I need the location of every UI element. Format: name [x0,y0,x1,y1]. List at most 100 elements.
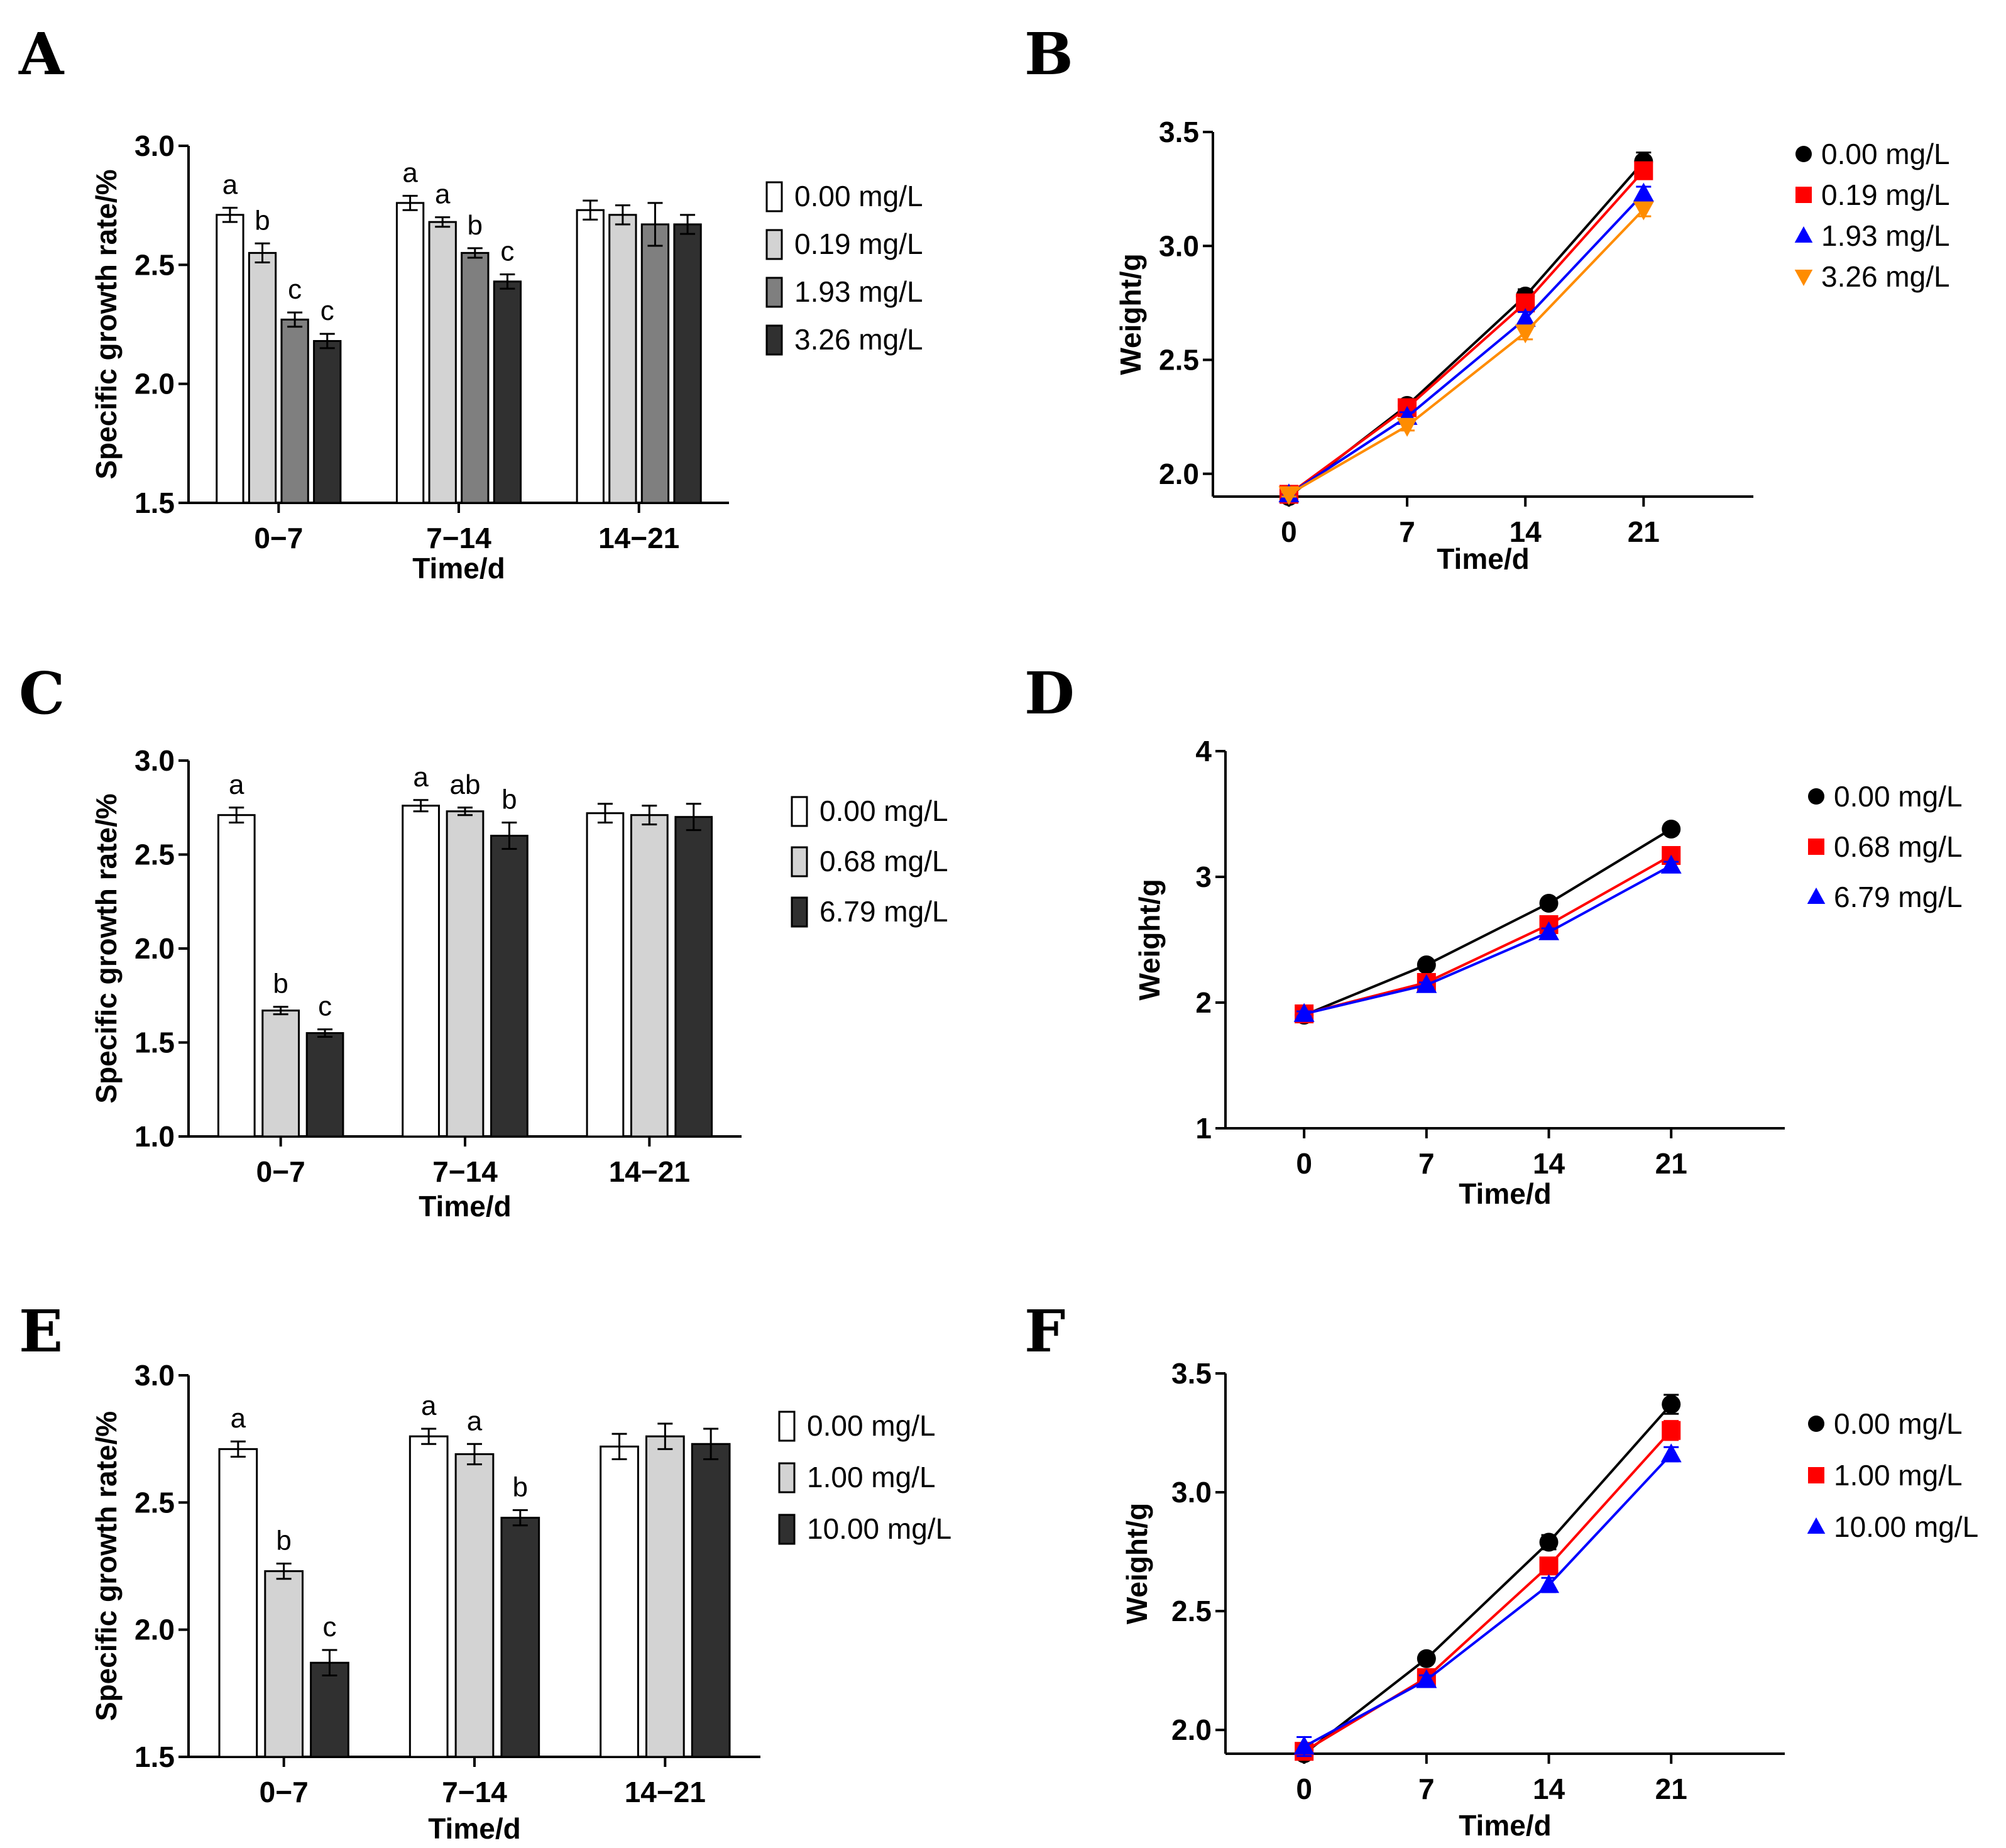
x-tick-label: 14−21 [625,1776,706,1808]
bar [586,812,625,1138]
bar [402,805,440,1138]
bar [408,1435,449,1758]
y-tick-label: 1.5 [134,1026,175,1059]
bar [493,280,522,504]
legend-label: 0.00 mg/L [807,1409,936,1442]
y-tick-label: 2 [1195,986,1212,1019]
legend-label: 3.26 mg/L [1821,260,1950,293]
significance-letter: b [273,969,288,999]
y-tick-label: 3.5 [1171,1357,1212,1390]
y-tick-label: 3.0 [1171,1476,1212,1509]
y-axis-title: Weight/g [1121,1503,1153,1624]
data-point [1538,921,1560,940]
x-tick-label: 7 [1418,1773,1435,1805]
x-tick-label: 7−14 [432,1155,498,1188]
x-axis-title: Time/d [412,552,505,585]
legend-marker [1808,839,1824,855]
bar [600,1445,639,1758]
data-point [1278,486,1300,505]
legend-label: 0.00 mg/L [1821,138,1950,170]
x-axis-title: Time/d [428,1812,520,1845]
bar [674,816,713,1138]
legend-label: 6.79 mg/L [1834,881,1963,913]
x-tick-label: 21 [1628,515,1660,548]
data-point [1662,1421,1681,1440]
data-point [1515,308,1536,327]
y-axis-title: Weight/g [1133,879,1166,1000]
bar [395,202,425,504]
y-tick-label: 4 [1195,735,1212,767]
legend-swatch [791,846,808,877]
panel-letter: E [19,1297,63,1365]
y-axis-title: Specific growth rate/% [90,169,123,479]
legend-marker [1808,1467,1824,1483]
x-axis-title: Time/d [1459,1177,1551,1210]
panel-c: C 1.0 1.5 2.0 2.5 3.0 Specific growth rate/% Ti… [19,659,948,1223]
legend-label: 1.00 mg/L [807,1461,936,1493]
bar [264,1570,304,1758]
bar [280,318,309,504]
data-point [1416,1669,1437,1688]
data-point [1417,1649,1436,1668]
data-point [1538,1574,1560,1593]
bar [218,1448,258,1758]
x-tick-label: 0−7 [256,1155,305,1188]
y-axis-title: Specific growth rate/% [90,1411,123,1721]
legend-marker [1807,1517,1826,1534]
bar [313,340,342,504]
legend-label: 0.00 mg/L [1834,1407,1963,1440]
series-line [1303,1429,1672,1752]
series-line [1288,208,1645,496]
x-tick-label: 21 [1655,1147,1687,1180]
y-tick-label: 2.5 [1159,344,1199,377]
y-axis-title: Weight/g [1114,253,1147,375]
legend-marker [1794,226,1813,243]
data-point [1633,201,1654,221]
significance-letter: b [502,784,517,815]
legend-label: 0.00 mg/L [794,180,923,212]
y-tick-label: 3.0 [134,129,175,162]
x-tick-label: 0−7 [254,522,303,554]
x-axis-title: Time/d [419,1190,511,1223]
series-line [1303,864,1672,1015]
legend-swatch [765,181,783,212]
panel-a: A 1.5 2.0 2.5 3.0 Specific growth rate/% Time/… [18,20,923,585]
x-axis-title: Time/d [1459,1809,1551,1842]
series-line [1288,192,1645,496]
x-tick-label: 14 [1533,1147,1565,1180]
data-point [1539,894,1559,913]
x-tick-label: 7 [1399,515,1415,548]
x-tick-label: 7−14 [426,522,491,554]
legend-marker [1795,187,1812,203]
y-tick-label: 1 [1195,1112,1212,1145]
bar [428,221,457,504]
significance-letter: c [500,236,514,267]
legend-marker [1808,1416,1824,1432]
legend-label: 6.79 mg/L [819,895,948,928]
panel-letter: A [18,20,65,88]
y-tick-label: 2.0 [1171,1713,1212,1746]
legend-label: 0.19 mg/L [794,228,923,260]
x-tick-label: 21 [1655,1773,1687,1805]
bar [310,1661,349,1758]
series-line [1288,160,1645,498]
panel-letter: D [1024,659,1075,727]
legend-marker [1794,269,1813,286]
legend-label: 0.68 mg/L [819,845,948,877]
y-tick-label: 2.5 [1171,1595,1212,1627]
x-tick-label: 0 [1296,1147,1312,1180]
y-tick-label: 1.0 [134,1120,175,1153]
y-tick-label: 1.5 [134,1741,175,1773]
x-tick-label: 14 [1533,1773,1565,1805]
bar [691,1443,731,1758]
legend-marker [1808,788,1824,805]
x-axis-title: Time/d [1437,542,1529,575]
bar [500,1517,540,1758]
bar [576,209,605,504]
series-line [1303,1453,1672,1748]
legend-label: 0.00 mg/L [819,795,948,827]
panel-letter: B [1024,20,1073,88]
legend-label: 1.93 mg/L [1821,219,1950,252]
legend-label: 10.00 mg/L [1834,1510,1978,1543]
bar [490,835,529,1138]
